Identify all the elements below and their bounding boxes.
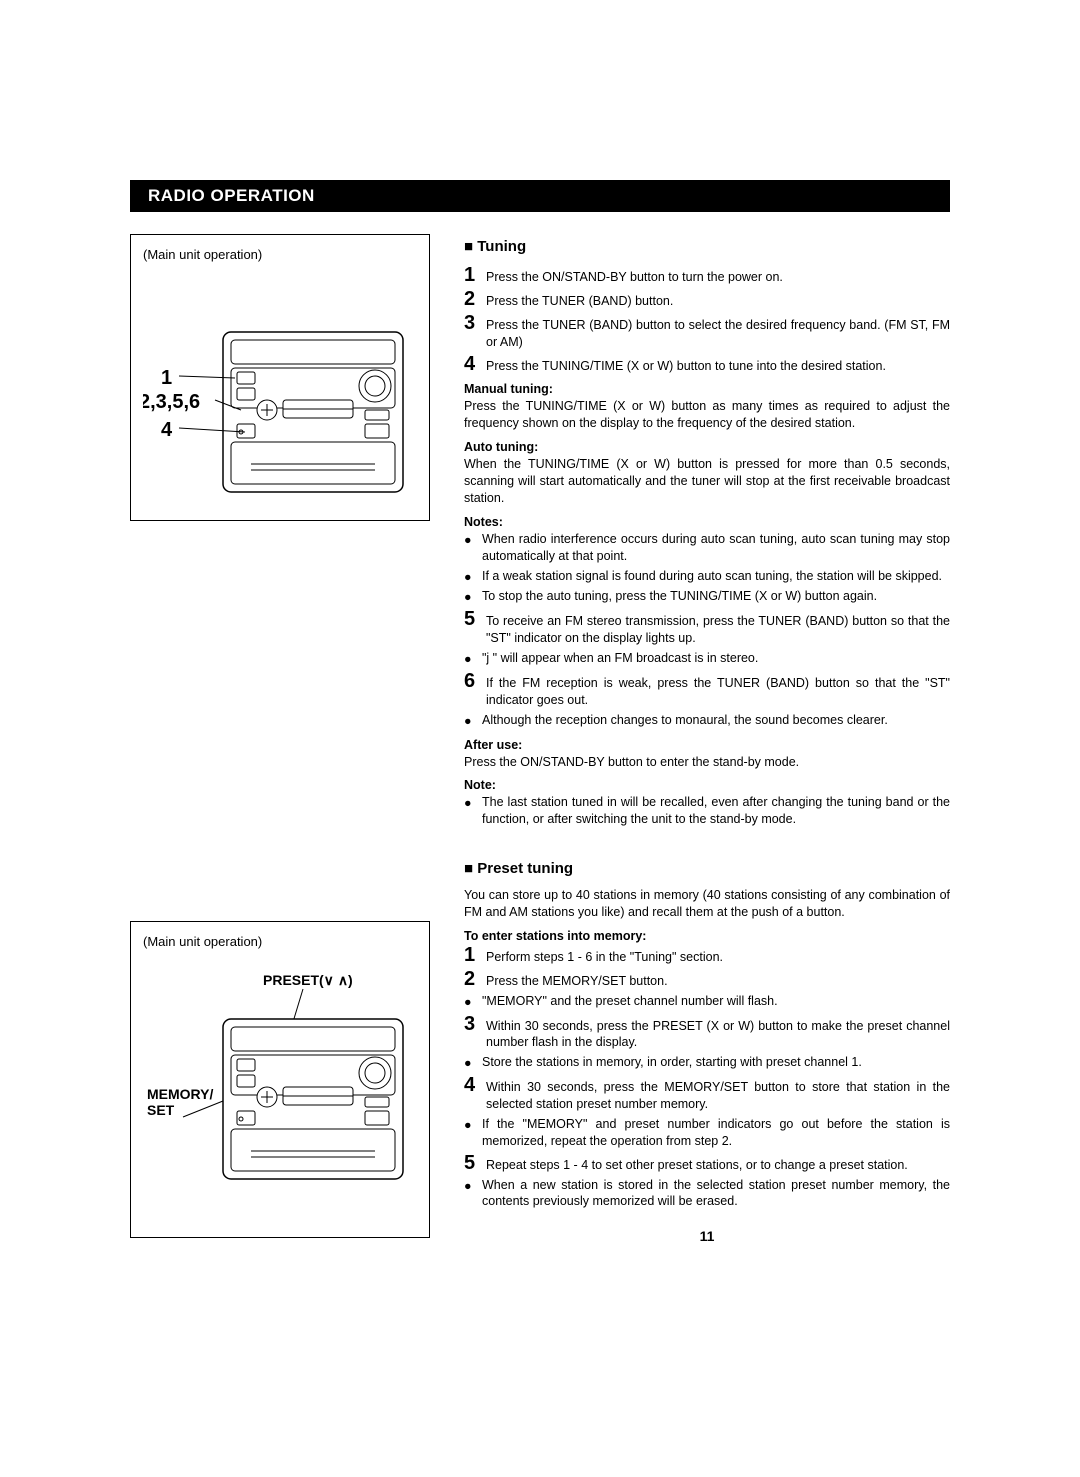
callout-2356: 2,3,5,6 [143,391,200,413]
note-item: ● If a weak station signal is found durin… [464,568,950,586]
tuning-steps: 1 Press the ON/STAND-BY button to turn th… [464,265,950,374]
step-number: 3 [464,313,478,333]
bullet-text: When a new station is stored in the sele… [482,1177,950,1211]
bullet-text: When radio interference occurs during au… [482,531,950,565]
bullet-icon: ● [464,531,474,549]
step-row: 1 Press the ON/STAND-BY button to turn th… [464,265,950,286]
right-column: Tuning 1 Press the ON/STAND-BY button to … [464,234,950,1288]
bullet-icon: ● [464,1054,474,1072]
diagram-1-caption: (Main unit operation) [143,247,417,262]
bullet-icon: ● [464,588,474,606]
columns: (Main unit operation) [130,234,950,1288]
bullet-icon: ● [464,650,474,668]
step-row: 2 Press the TUNER (BAND) button. [464,289,950,310]
after-use-text: Press the ON/STAND-BY button to enter th… [464,754,950,771]
preset-step: 1 Perform steps 1 - 6 in the "Tuning" sec… [464,945,950,966]
note-heading: Note: [464,778,950,792]
bullet-icon: ● [464,712,474,730]
preset-step: 2 Press the MEMORY/SET button. [464,969,950,990]
step-text: Repeat steps 1 - 4 to set other preset s… [486,1153,908,1174]
step-text: Press the ON/STAND-BY button to turn the… [486,265,783,286]
bullet-icon: ● [464,993,474,1011]
auto-tuning-text: When the TUNING/TIME (X or W) button is … [464,456,950,507]
step-row: 4 Press the TUNING/TIME (X or W) button t… [464,354,950,375]
bullet-text: If a weak station signal is found during… [482,568,950,585]
step-5-bullet: ● "j " will appear when an FM broadcast … [464,650,950,668]
preset-bullet: ● If the "MEMORY" and preset number indic… [464,1116,950,1150]
diagram-1-svg: 1 2,3,5,6 4 [143,272,419,502]
preset-step: 3 Within 30 seconds, press the PRESET (X … [464,1014,950,1052]
preset-intro: You can store up to 40 stations in memor… [464,887,950,921]
bullet-text: If the "MEMORY" and preset number indica… [482,1116,950,1150]
step-text: If the FM reception is weak, press the T… [486,671,950,709]
preset-bullet: ● When a new station is stored in the sel… [464,1177,950,1211]
diagram-2: (Main unit operation) PRESET(∨ ∧) MEMORY… [130,921,430,1238]
step-5: 5 To receive an FM stereo transmission, … [464,609,950,647]
preset-label: PRESET(∨ ∧) [263,972,353,988]
left-column: (Main unit operation) [130,234,430,1288]
preset-bullet: ● "MEMORY" and the preset channel number … [464,993,950,1011]
step-number: 4 [464,354,478,374]
step-number: 4 [464,1075,478,1095]
step-text: Press the MEMORY/SET button. [486,969,668,990]
bullet-text: To stop the auto tuning, press the TUNIN… [482,588,950,605]
notes-heading: Notes: [464,515,950,529]
bullet-icon: ● [464,1177,474,1195]
step-number: 5 [464,1153,478,1173]
note-item: ● When radio interference occurs during a… [464,531,950,565]
tuning-heading: Tuning [464,238,950,255]
diagram-1: (Main unit operation) [130,234,430,521]
diagram-2-svg: PRESET(∨ ∧) MEMORY/ SET [143,959,419,1219]
memory-set-label: MEMORY/ [147,1086,213,1102]
step-text: Within 30 seconds, press the PRESET (X o… [486,1014,950,1052]
step-number: 1 [464,265,478,285]
bullet-text: The last station tuned in will be recall… [482,794,950,828]
manual-tuning-text: Press the TUNING/TIME (X or W) button as… [464,398,950,432]
step-text: Within 30 seconds, press the MEMORY/SET … [486,1075,950,1113]
preset-heading: Preset tuning [464,860,950,877]
note-item: ● To stop the auto tuning, press the TUNI… [464,588,950,606]
memory-set-label-2: SET [147,1102,175,1118]
preset-step: 4 Within 30 seconds, press the MEMORY/SET… [464,1075,950,1113]
title-bar: RADIO OPERATION [130,180,950,212]
preset-bullet: ● Store the stations in memory, in order,… [464,1054,950,1072]
bullet-icon: ● [464,794,474,812]
step-text: Perform steps 1 - 6 in the "Tuning" sect… [486,945,723,966]
stereo-unit-icon [223,332,403,492]
stereo-unit-icon-2 [223,1019,403,1179]
callout-4: 4 [161,419,173,441]
step-number: 1 [464,945,478,965]
step-number: 2 [464,969,478,989]
step-number: 6 [464,671,478,691]
auto-tuning-heading: Auto tuning: [464,440,950,454]
after-use-heading: After use: [464,738,950,752]
diagram-2-caption: (Main unit operation) [143,934,417,949]
bullet-icon: ● [464,1116,474,1134]
manual-tuning-heading: Manual tuning: [464,382,950,396]
enter-stations-heading: To enter stations into memory: [464,929,950,943]
step-number: 2 [464,289,478,309]
preset-steps: 1 Perform steps 1 - 6 in the "Tuning" sec… [464,945,950,1210]
step-text: To receive an FM stereo transmission, pr… [486,609,950,647]
step-text: Press the TUNER (BAND) button. [486,289,673,310]
bullet-icon: ● [464,568,474,586]
step-6-bullet: ● Although the reception changes to mona… [464,712,950,730]
step-text: Press the TUNING/TIME (X or W) button to… [486,354,886,375]
bullet-text: Store the stations in memory, in order, … [482,1054,950,1071]
callout-1: 1 [161,367,172,389]
tuning-notes-list: ● When radio interference occurs during a… [464,531,950,607]
step-6: 6 If the FM reception is weak, press the… [464,671,950,709]
preset-step: 5 Repeat steps 1 - 4 to set other preset … [464,1153,950,1174]
spacer [130,571,430,921]
bullet-text: "j " will appear when an FM broadcast is… [482,650,950,667]
step-number: 5 [464,609,478,629]
page-number: 11 [464,1228,950,1244]
step-number: 3 [464,1014,478,1034]
bullet-text: "MEMORY" and the preset channel number w… [482,993,950,1010]
note-bullet: ● The last station tuned in will be reca… [464,794,950,828]
bullet-text: Although the reception changes to monaur… [482,712,950,729]
step-row: 3 Press the TUNER (BAND) button to select… [464,313,950,351]
step-text: Press the TUNER (BAND) button to select … [486,313,950,351]
page: RADIO OPERATION (Main unit operation) [0,0,1080,1348]
